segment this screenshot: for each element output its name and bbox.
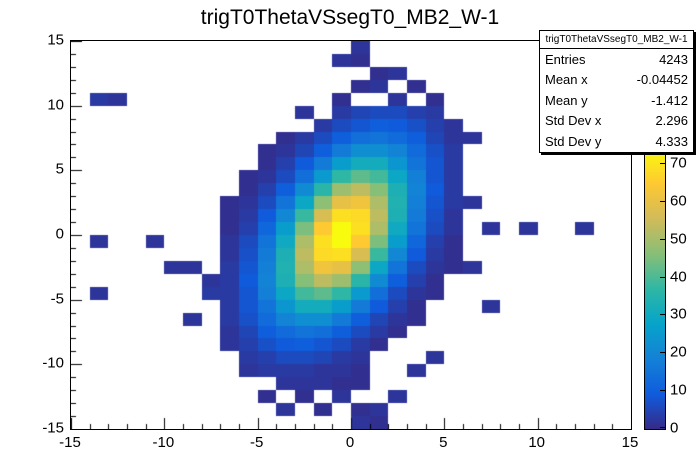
heatmap-canvas: [71, 41, 631, 429]
x-tick-label: -10: [152, 434, 175, 451]
color-scale-label: 20: [670, 343, 687, 361]
color-scale-label: 0: [670, 419, 679, 437]
y-tick-label: -5: [50, 290, 64, 308]
x-tick-label: 5: [439, 434, 448, 451]
stats-box-title: trigT0ThetaVSsegT0_MB2_W-1: [540, 31, 693, 49]
color-scale-label: 70: [670, 154, 687, 172]
x-tick-label: -5: [249, 434, 264, 451]
stat-label: Std Dev x: [545, 113, 602, 129]
color-scale-label: 10: [670, 381, 687, 399]
y-tick-label: 5: [55, 160, 64, 178]
stat-row: Std Dev y 4.333: [540, 131, 693, 152]
color-scale-tick: [660, 163, 666, 164]
color-scale-tick: [660, 314, 666, 315]
stat-value: 2.296: [655, 113, 688, 129]
stat-label: Mean y: [545, 92, 588, 108]
x-tick-label: -15: [59, 434, 81, 451]
color-scale-tick: [660, 239, 666, 240]
color-scale-label: 60: [670, 192, 687, 210]
stat-value: -0.04452: [636, 72, 688, 88]
stat-row: Mean x -0.04452: [540, 70, 693, 91]
color-scale-bar: [644, 148, 666, 430]
stat-value: 4243: [659, 51, 688, 67]
stat-row: Entries 4243: [540, 49, 693, 70]
y-tick-label: 15: [47, 31, 64, 49]
stat-label: Mean x: [545, 72, 588, 88]
color-scale-tick: [660, 277, 666, 278]
chart-title: trigT0ThetaVSsegT0_MB2_W-1: [200, 6, 500, 29]
y-tick-label: 0: [55, 225, 64, 243]
x-tick-label: 10: [528, 434, 545, 451]
stat-row: Mean y -1.412: [540, 90, 693, 111]
stat-value: 4.333: [655, 133, 688, 149]
stat-row: Std Dev x 2.296: [540, 111, 693, 132]
stat-label: Entries: [545, 51, 586, 67]
plot-frame: [70, 40, 632, 430]
stats-rows: Entries 4243 Mean x -0.04452 Mean y -1.412 Std…: [540, 49, 693, 152]
color-scale-tick: [660, 201, 666, 202]
color-scale-label: 50: [670, 230, 687, 248]
color-scale-label: 30: [670, 305, 687, 323]
x-tick-label: 0: [345, 434, 355, 451]
color-scale-tick: [660, 390, 666, 391]
y-tick-label: -15: [42, 419, 64, 437]
stat-value: -1.412: [651, 92, 688, 108]
y-tick-label: -10: [42, 354, 64, 372]
x-tick-label: 15: [621, 434, 639, 451]
color-scale-tick: [660, 427, 666, 428]
color-scale-label: 40: [670, 268, 687, 286]
stats-box: trigT0ThetaVSsegT0_MB2_W-1 Entries 4243 Me…: [539, 30, 694, 153]
color-scale-tick: [660, 352, 666, 353]
stat-label: Std Dev y: [545, 133, 602, 149]
y-tick-label: 10: [47, 96, 64, 114]
